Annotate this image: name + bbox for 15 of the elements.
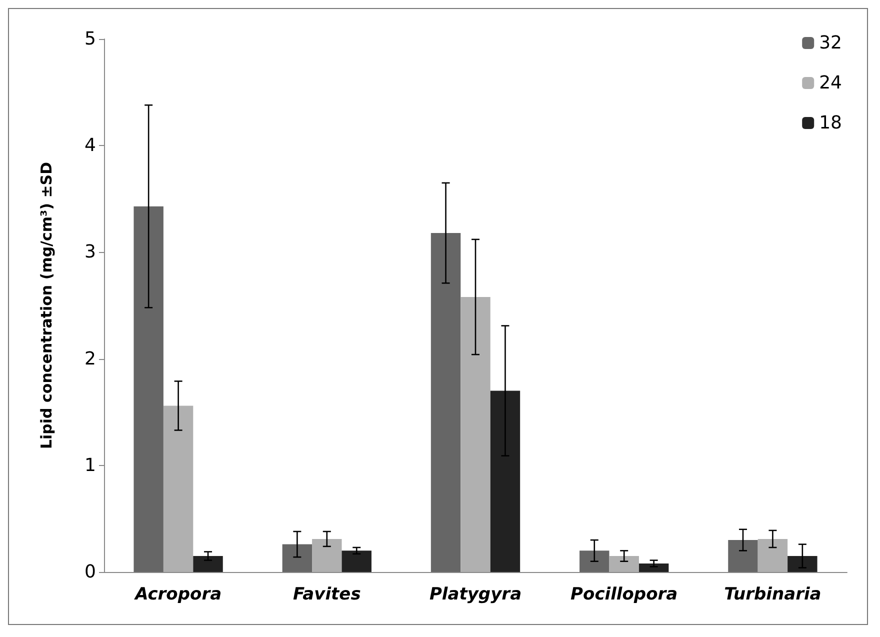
legend-label: 18: [819, 112, 842, 134]
y-tick-label: 4: [84, 135, 96, 156]
x-tick-label: Acropora: [133, 584, 222, 604]
x-tick-label: Turbinaria: [724, 584, 822, 604]
y-tick-label: 0: [84, 562, 96, 582]
x-tick-label: Favites: [292, 584, 361, 604]
x-tick-label: Platygyra: [429, 584, 522, 604]
x-tick-label: Pocillopora: [570, 584, 678, 604]
legend-label: 32: [819, 32, 842, 54]
y-axis-title: Lipid concentration (mg/cm³) ±SD: [38, 162, 56, 450]
legend-label: 24: [819, 72, 842, 94]
y-tick-label: 5: [84, 28, 96, 50]
y-tick-label: 2: [84, 348, 96, 370]
y-tick-label: 1: [84, 454, 96, 476]
y-tick-label: 3: [84, 242, 96, 263]
